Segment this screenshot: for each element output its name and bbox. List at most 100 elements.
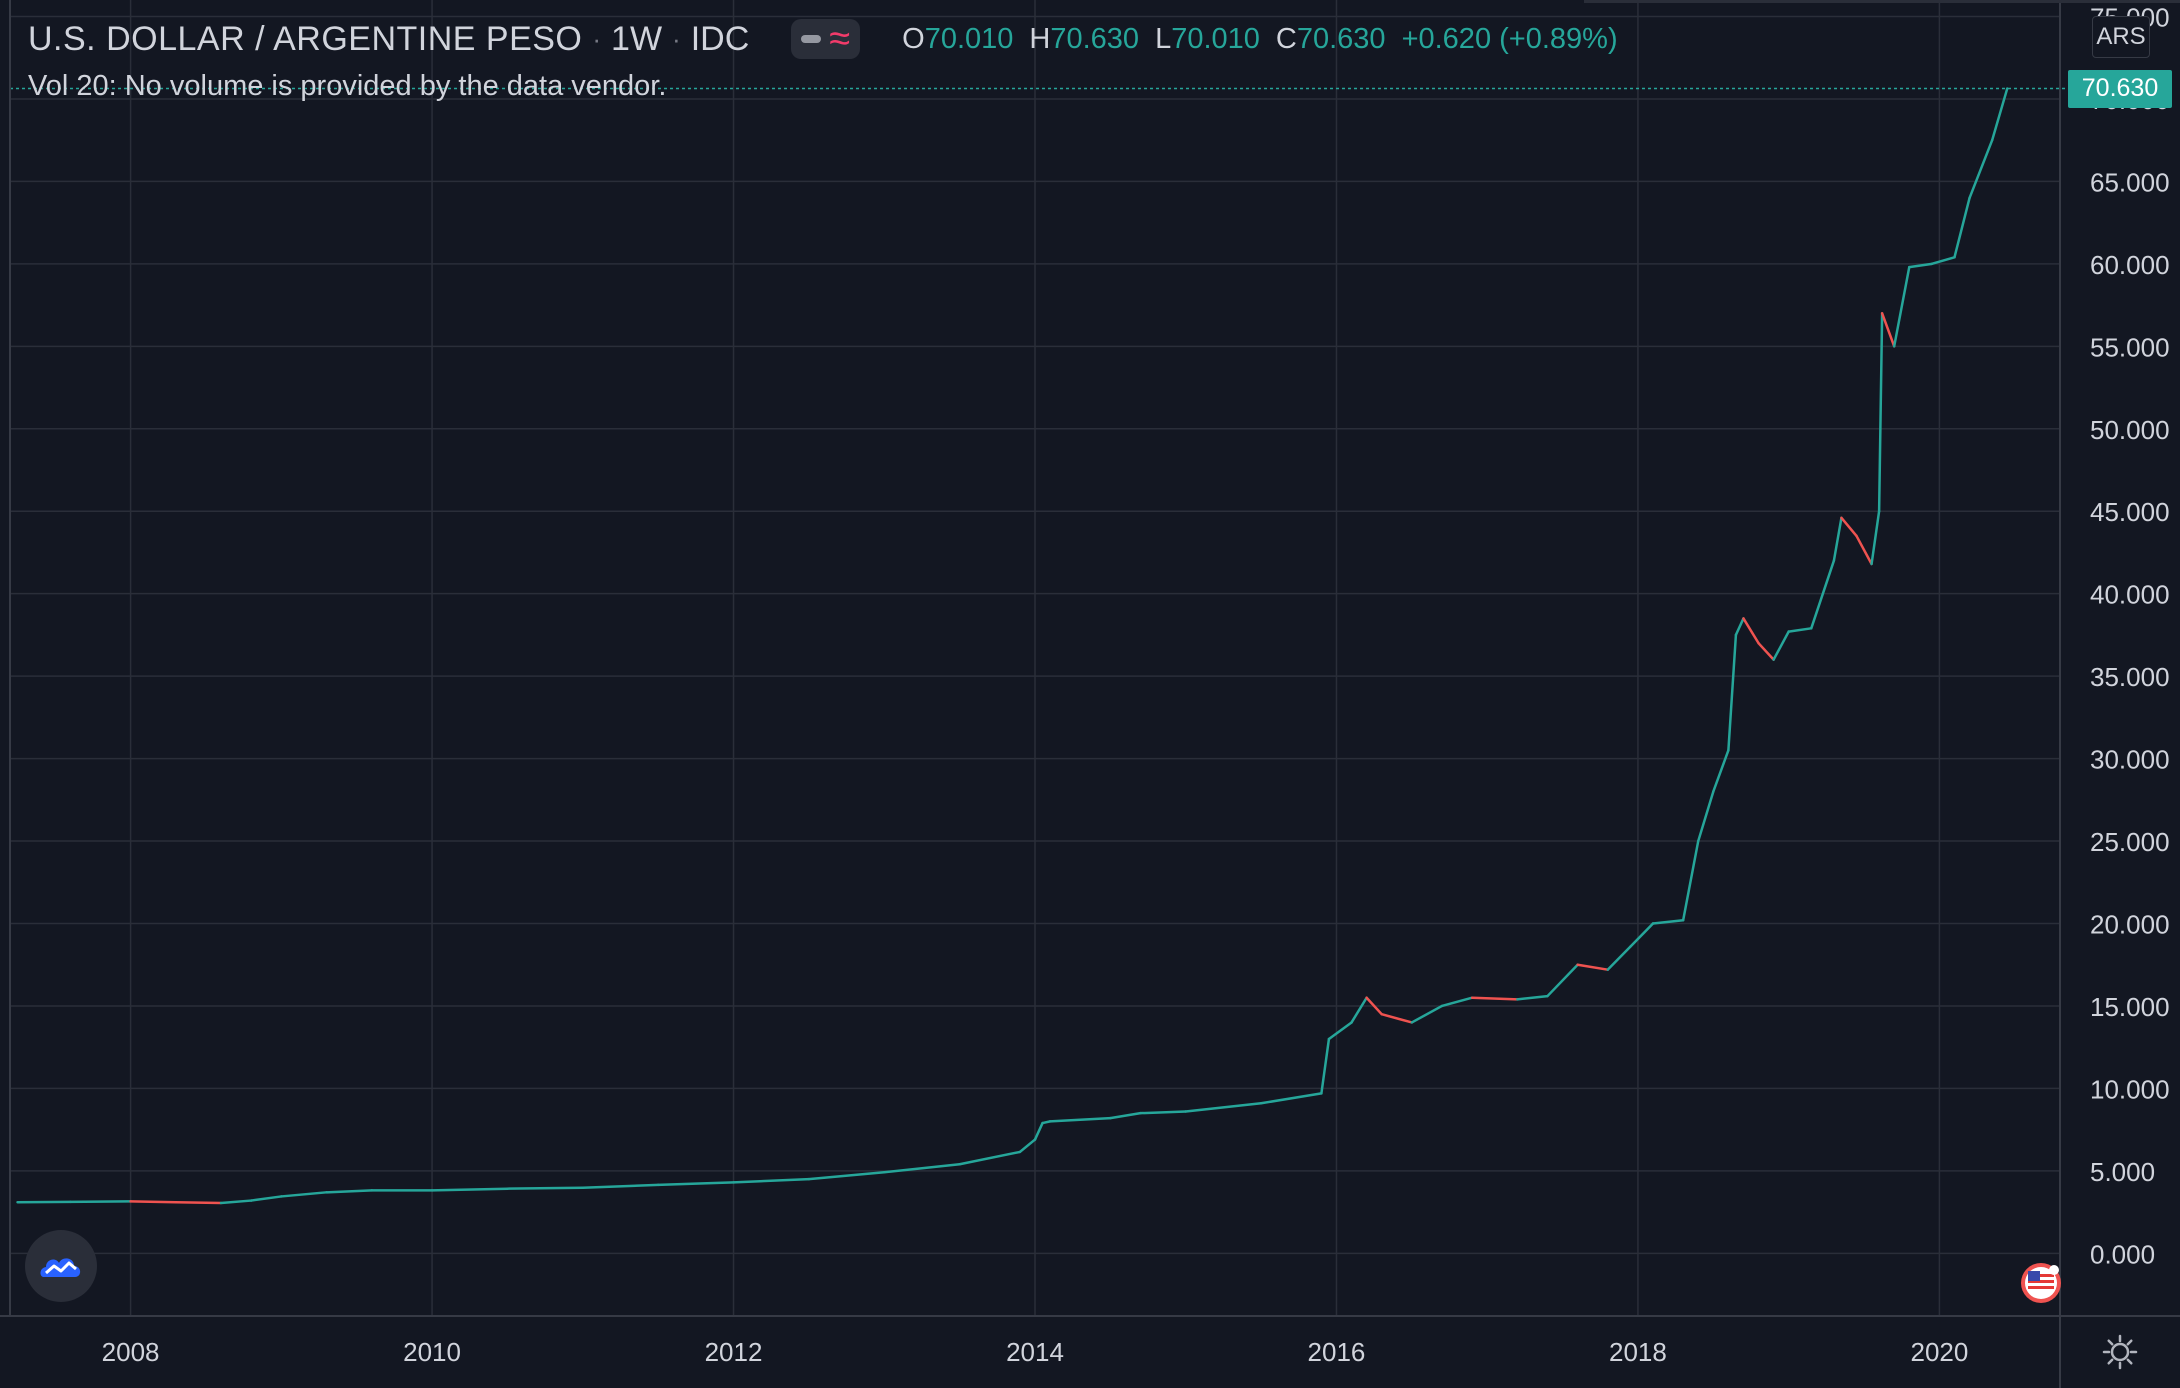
y-tick-label: 55.000 [2090, 332, 2170, 362]
price-segment [1855, 534, 1873, 566]
price-segment [1880, 312, 1896, 348]
close-value: 70.630 [1296, 22, 1386, 55]
price-segment [581, 1183, 660, 1189]
x-tick-label: 2016 [1308, 1337, 1366, 1367]
price-segment [1990, 87, 2009, 142]
wave-icon[interactable]: ≈ [829, 18, 851, 60]
open-label: O [902, 22, 925, 55]
x-tick-label: 2020 [1910, 1337, 1968, 1367]
y-tick-label: 0.000 [2090, 1239, 2155, 1269]
currency-button[interactable]: ARS [2092, 16, 2150, 58]
tradingview-cloud-icon[interactable] [25, 1230, 97, 1302]
price-segment [807, 1170, 886, 1181]
y-tick-label: 20.000 [2090, 910, 2170, 940]
price-segment [430, 1187, 509, 1192]
symbol-title[interactable]: U.S. DOLLAR / ARGENTINE PESO [28, 19, 583, 58]
price-segment [1327, 1021, 1353, 1041]
price-segment [1696, 790, 1715, 843]
separator-dot: · [672, 23, 681, 54]
y-tick-label: 60.000 [2090, 250, 2170, 280]
price-segment [1757, 641, 1775, 661]
price-segment [249, 1195, 283, 1202]
symbol-legend[interactable]: U.S. DOLLAR / ARGENTINE PESO · 1W · IDC … [28, 14, 1618, 64]
x-tick-label: 2010 [403, 1337, 461, 1367]
price-segment [1734, 617, 1745, 637]
price-segment [1410, 1004, 1444, 1024]
y-tick-label: 30.000 [2090, 745, 2170, 775]
source-label: IDC [690, 19, 750, 58]
y-tick-label: 5.000 [2090, 1157, 2155, 1187]
price-segment [958, 1150, 1022, 1166]
price-segment [1772, 630, 1790, 661]
y-tick-label: 35.000 [2090, 662, 2170, 692]
volume-note: Vol 20: No volume is provided by the dat… [28, 70, 667, 102]
x-tick-label: 2014 [1006, 1337, 1064, 1367]
price-segment [732, 1177, 811, 1184]
us-flag-icon[interactable] [2020, 1262, 2062, 1304]
x-tick-label: 2018 [1609, 1337, 1667, 1367]
legend-toggle-group[interactable]: ≈ [791, 18, 861, 60]
price-segment [1892, 265, 1911, 348]
price-segment [1184, 1102, 1263, 1113]
last-price-tag: 70.630 [2068, 69, 2172, 108]
price-segment [1041, 1120, 1052, 1125]
price-segment [1470, 996, 1519, 1001]
price-segment [1380, 1012, 1414, 1024]
price-segment [1629, 922, 1655, 948]
price-segment [1908, 262, 1934, 269]
price-segment [325, 1189, 374, 1194]
price-segment [1877, 312, 1884, 513]
y-tick-label: 65.000 [2090, 167, 2170, 197]
change-value: +0.620 (+0.89%) [1401, 22, 1618, 55]
price-segment [1870, 509, 1881, 566]
price-segment [1048, 1116, 1112, 1123]
close-label: C [1275, 22, 1297, 55]
price-segment [1651, 918, 1685, 925]
low-value: 70.010 [1171, 22, 1260, 55]
price-segment [1546, 963, 1579, 998]
price-segment [883, 1163, 961, 1174]
price-segment [1712, 749, 1730, 793]
price-series [10, 87, 2068, 1205]
low-label: L [1155, 22, 1172, 55]
top-divider [1584, 0, 2180, 3]
price-segment [1320, 1037, 1331, 1095]
price-segment [1018, 1138, 1037, 1154]
price-segment [506, 1186, 585, 1190]
y-tick-label: 50.000 [2090, 415, 2170, 445]
price-segment [174, 1200, 223, 1205]
price-segment [280, 1191, 328, 1198]
price-segment [1365, 996, 1383, 1016]
price-segment [1350, 996, 1368, 1024]
price-segment [1787, 627, 1813, 633]
price-segment [1516, 994, 1549, 1001]
ohlc-values: O 70.010 H 70.630 L 70.010 C 70.630 +0.620 (… [902, 23, 1617, 56]
price-segment [1810, 559, 1836, 630]
price-segment [1440, 996, 1474, 1008]
y-tick-label: 40.000 [2090, 580, 2170, 610]
cloud-chart-icon [40, 1258, 81, 1277]
price-segment [1606, 945, 1632, 971]
separator-dot: · [592, 23, 602, 54]
price-segment [1930, 256, 1956, 266]
price-segment [1576, 963, 1610, 971]
x-tick-label: 2012 [705, 1337, 763, 1367]
price-segment [1840, 516, 1858, 538]
price-segment [1681, 839, 1700, 922]
y-tick-label: 15.000 [2090, 992, 2170, 1022]
price-segment [1109, 1111, 1142, 1120]
interval-label[interactable]: 1W [611, 19, 663, 58]
price-segment [1259, 1092, 1323, 1105]
price-segment [1953, 196, 1971, 259]
y-tick-label: 25.000 [2090, 827, 2170, 857]
gear-icon[interactable] [2100, 1332, 2140, 1372]
price-segment [656, 1181, 735, 1187]
price-segment [1727, 633, 1738, 752]
price-segment [1033, 1121, 1044, 1141]
y-tick-label: 45.000 [2090, 497, 2170, 527]
collapse-legend-icon[interactable] [801, 35, 822, 43]
high-label: H [1029, 22, 1051, 55]
price-segment [1139, 1110, 1187, 1115]
